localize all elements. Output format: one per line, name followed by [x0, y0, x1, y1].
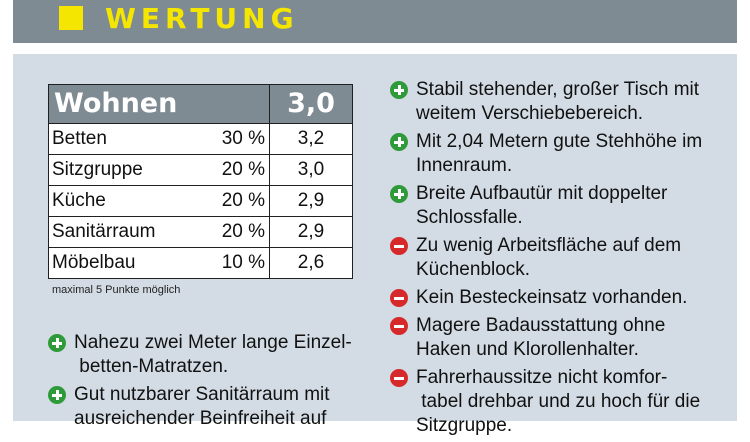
row-grade: 3,0 — [269, 155, 352, 185]
list-item-text: Breite Aufbautür mit doppelter Schlossfa… — [416, 183, 668, 228]
list-item: Stabil stehender, großer Tisch mit weite… — [390, 78, 710, 126]
pros-cons-list-right: Stabil stehender, großer Tisch mit weite… — [390, 78, 710, 442]
row-weight: 20 % — [221, 190, 265, 211]
row-grade: 3,2 — [269, 124, 352, 154]
score-table-header: Wohnen 3,0 — [49, 85, 352, 123]
table-row: Küche 20 % 2,9 — [49, 185, 352, 216]
yellow-square-icon — [59, 6, 83, 30]
list-item: Fahrerhaussitze nicht komfor- tabel dreh… — [390, 366, 710, 438]
table-row: Betten 30 % 3,2 — [49, 123, 352, 154]
list-item-text: Nahezu zwei Meter lange Einzel- betten-M… — [74, 332, 352, 377]
table-row: Möbelbau 10 % 2,6 — [49, 247, 352, 278]
list-item: Mit 2,04 Metern gute Stehhöhe im Innenra… — [390, 130, 710, 178]
table-row: Sanitärraum 20 % 2,9 — [49, 216, 352, 247]
list-item-text: Zu wenig Arbeitsfläche auf dem Küchenblo… — [416, 235, 682, 280]
row-grade: 2,9 — [269, 186, 352, 216]
category-name: Wohnen — [54, 88, 178, 119]
plus-circle-icon — [48, 334, 66, 352]
row-weight: 20 % — [221, 221, 265, 242]
list-item: Zu wenig Arbeitsfläche auf dem Küchenblo… — [390, 234, 710, 282]
score-note: maximal 5 Punkte möglich — [52, 284, 181, 296]
row-name: Betten — [52, 128, 107, 149]
section-title: WERTUNG — [105, 2, 299, 35]
row-grade: 2,6 — [269, 248, 352, 278]
list-item: Gut nutzbarer Sanitärraum mit ausreichen… — [48, 383, 368, 431]
row-weight: 20 % — [221, 159, 265, 180]
section-header: WERTUNG — [13, 0, 737, 43]
minus-circle-icon — [390, 237, 408, 255]
score-table: Wohnen 3,0 Betten 30 % 3,2 Sitzgruppe 20… — [48, 84, 353, 279]
list-item-text: Mit 2,04 Metern gute Stehhöhe im Innenra… — [416, 131, 703, 176]
list-item: Magere Badausstattung ohne Haken und Klo… — [390, 314, 710, 362]
plus-circle-icon — [390, 133, 408, 151]
minus-circle-icon — [390, 289, 408, 307]
table-row: Sitzgruppe 20 % 3,0 — [49, 154, 352, 185]
minus-circle-icon — [390, 369, 408, 387]
list-item-text: Gut nutzbarer Sanitärraum mit ausreichen… — [74, 384, 330, 429]
list-item-text: Fahrerhaussitze nicht komfor- tabel dreh… — [416, 367, 701, 436]
row-name: Sitzgruppe — [52, 159, 143, 180]
row-weight: 10 % — [221, 252, 265, 273]
list-item-text: Magere Badausstattung ohne Haken und Klo… — [416, 315, 666, 360]
row-name: Küche — [52, 190, 106, 211]
list-item: Nahezu zwei Meter lange Einzel- betten-M… — [48, 331, 368, 379]
list-item-text: Stabil stehender, großer Tisch mit weite… — [416, 79, 700, 124]
row-grade: 2,9 — [269, 217, 352, 247]
plus-circle-icon — [390, 81, 408, 99]
row-name: Sanitärraum — [52, 221, 156, 242]
plus-circle-icon — [48, 386, 66, 404]
plus-circle-icon — [390, 185, 408, 203]
list-item: Kein Besteckeinsatz vorhanden. — [390, 286, 710, 310]
minus-circle-icon — [390, 317, 408, 335]
pros-list-left: Nahezu zwei Meter lange Einzel- betten-M… — [48, 331, 368, 435]
list-item-text: Kein Besteckeinsatz vorhanden. — [416, 287, 688, 308]
row-weight: 30 % — [221, 128, 265, 149]
category-total: 3,0 — [269, 85, 352, 123]
list-item: Breite Aufbautür mit doppelter Schlossfa… — [390, 182, 710, 230]
row-name: Möbelbau — [52, 252, 136, 273]
